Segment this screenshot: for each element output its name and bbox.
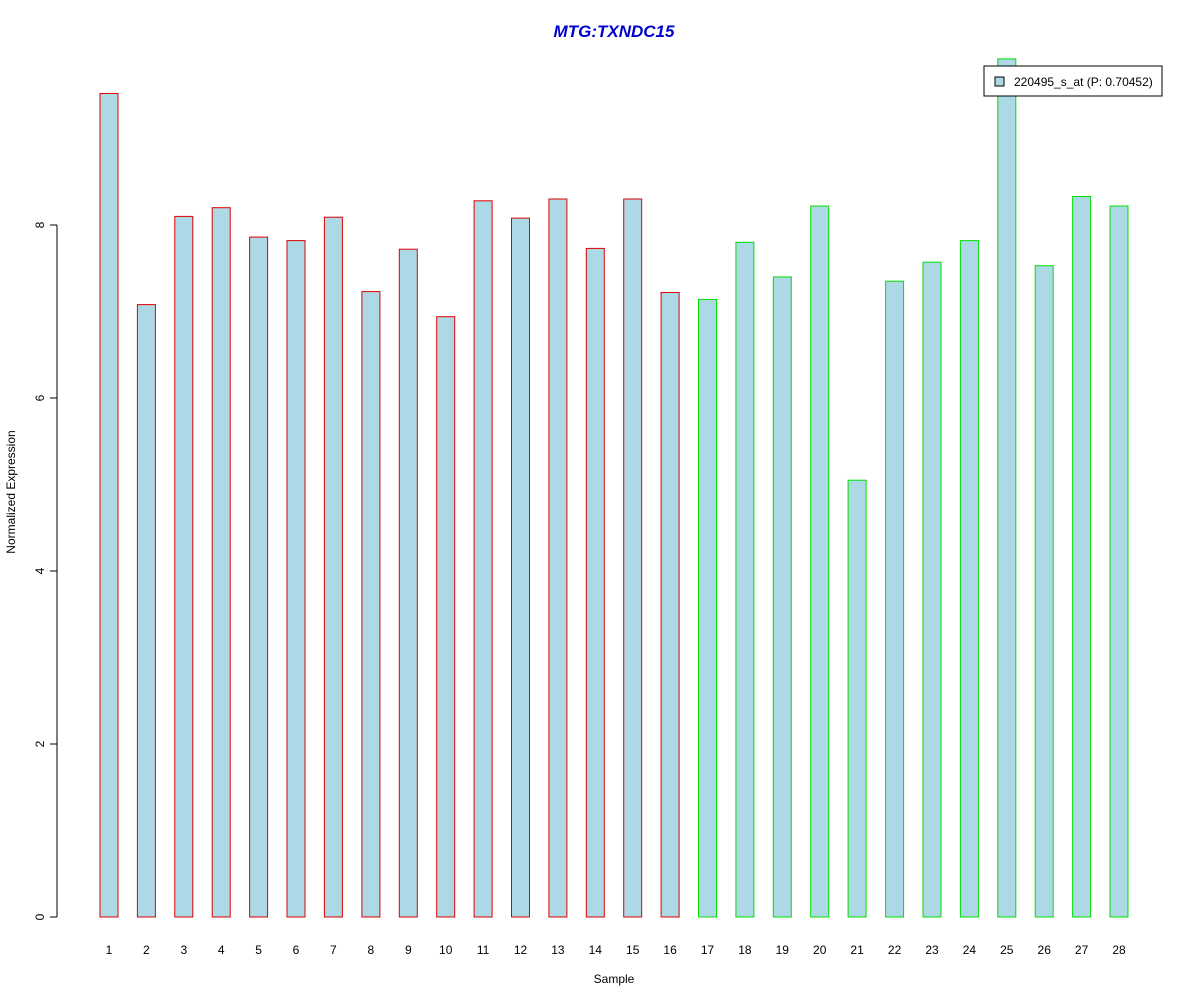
x-tick-labels: 1 2 3 4 5 6 7 8 9 10 11 12 13 14 15 16 17 18 19 20 21 22 23 24 2… bbox=[106, 943, 1126, 957]
legend-swatch bbox=[994, 76, 1005, 87]
bar-sample-6 bbox=[286, 240, 306, 918]
x-tick-label: 11 bbox=[477, 943, 490, 957]
x-tick-label: 10 bbox=[439, 943, 453, 957]
bar-sample-3 bbox=[174, 215, 194, 918]
y-tick-label: 0 bbox=[33, 913, 47, 920]
x-tick-label: 4 bbox=[218, 943, 225, 957]
bar-sample-22 bbox=[885, 280, 905, 918]
x-tick-label: 16 bbox=[663, 943, 677, 957]
x-tick-label: 5 bbox=[255, 943, 262, 957]
bar-sample-1 bbox=[99, 93, 119, 918]
bar-sample-17 bbox=[698, 298, 717, 918]
bar-sample-11 bbox=[473, 200, 493, 918]
bar-sample-28 bbox=[1109, 205, 1129, 918]
bar-sample-27 bbox=[1072, 196, 1092, 918]
x-tick-label: 21 bbox=[850, 943, 864, 957]
bar-sample-23 bbox=[922, 261, 942, 918]
chart-title: MTG:TXNDC15 bbox=[554, 22, 675, 41]
x-tick-label: 18 bbox=[738, 943, 752, 957]
bar-sample-26 bbox=[1034, 265, 1054, 918]
legend-box bbox=[983, 65, 1163, 97]
x-tick-label: 6 bbox=[293, 943, 300, 957]
x-tick-label: 2 bbox=[143, 943, 150, 957]
bar-sample-21 bbox=[847, 479, 867, 918]
bar-sample-2 bbox=[136, 304, 156, 918]
x-tick-label: 28 bbox=[1112, 943, 1126, 957]
x-tick-label: 15 bbox=[626, 943, 640, 957]
legend: 220495_s_at (P: 0.70452) bbox=[983, 65, 1163, 97]
x-tick-label: 14 bbox=[589, 943, 603, 957]
bars-group bbox=[99, 58, 1129, 918]
bar-sample-16 bbox=[660, 292, 680, 918]
x-tick-label: 12 bbox=[514, 943, 528, 957]
bar-sample-5 bbox=[249, 236, 269, 918]
bar-sample-10 bbox=[436, 316, 456, 918]
y-tick-label: 2 bbox=[33, 740, 47, 747]
x-tick-label: 27 bbox=[1075, 943, 1089, 957]
x-tick-label: 1 bbox=[106, 943, 113, 957]
x-tick-label: 23 bbox=[925, 943, 939, 957]
bar-sample-4 bbox=[211, 207, 231, 918]
x-tick-label: 9 bbox=[405, 943, 412, 957]
bar-sample-25 bbox=[997, 58, 1017, 918]
x-tick-label: 22 bbox=[888, 943, 902, 957]
x-axis-title: Sample bbox=[594, 972, 635, 986]
bar-sample-24 bbox=[959, 240, 979, 918]
bar-sample-15 bbox=[623, 198, 643, 918]
x-tick-label: 3 bbox=[180, 943, 187, 957]
y-tick-label: 8 bbox=[33, 221, 47, 228]
x-tick-label: 19 bbox=[776, 943, 790, 957]
bar-sample-19 bbox=[772, 276, 792, 918]
legend-label: 220495_s_at (P: 0.70452) bbox=[1014, 75, 1153, 89]
y-tick-label: 6 bbox=[33, 394, 47, 401]
x-tick-label: 25 bbox=[1000, 943, 1014, 957]
x-tick-label: 20 bbox=[813, 943, 827, 957]
bar-sample-7 bbox=[323, 216, 343, 918]
bar-sample-9 bbox=[398, 248, 418, 918]
y-axis: 0 2 4 6 8 bbox=[33, 221, 58, 920]
bar-sample-20 bbox=[810, 205, 830, 918]
x-tick-label: 26 bbox=[1038, 943, 1052, 957]
bar-sample-8 bbox=[361, 291, 381, 918]
x-tick-label: 24 bbox=[963, 943, 977, 957]
x-tick-label: 17 bbox=[701, 943, 715, 957]
y-tick-label: 4 bbox=[33, 567, 47, 574]
bar-sample-13 bbox=[548, 198, 568, 918]
y-axis-title: Normalized Expression bbox=[4, 430, 18, 553]
bar-sample-18 bbox=[735, 241, 755, 918]
x-tick-label: 7 bbox=[330, 943, 337, 957]
bar-sample-12 bbox=[511, 217, 530, 918]
x-tick-label: 8 bbox=[368, 943, 375, 957]
bar-sample-14 bbox=[585, 247, 605, 918]
x-tick-label: 13 bbox=[551, 943, 565, 957]
